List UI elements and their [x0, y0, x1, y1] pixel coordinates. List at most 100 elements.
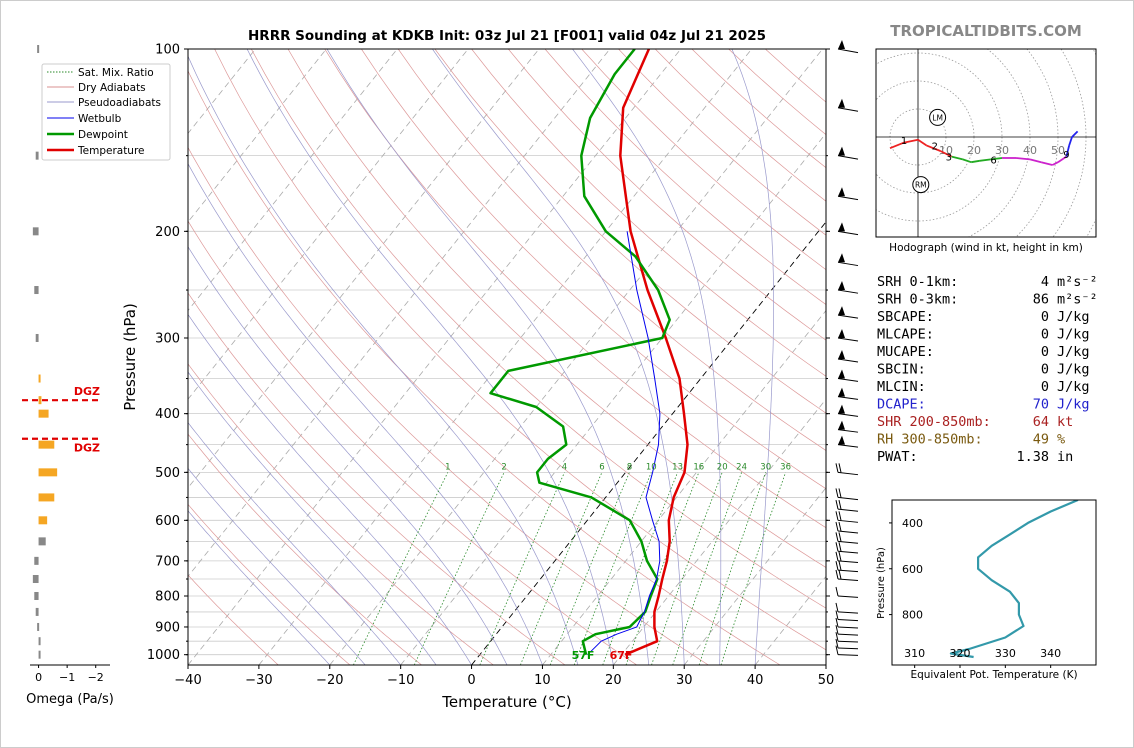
- barb-staff: [837, 647, 859, 650]
- surface-temperature-label: 67F: [610, 649, 633, 662]
- wind-barb: [835, 638, 859, 650]
- omega-bar: [32, 575, 39, 584]
- omega-xlabel: Omega (Pa/s): [26, 692, 114, 707]
- mixing-ratio-line: [698, 472, 767, 665]
- surface-dewpoint-label: 57F: [572, 649, 595, 662]
- barb-feather: [838, 551, 842, 561]
- barb-feather: [838, 532, 842, 542]
- mixing-ratio-line: [413, 472, 505, 665]
- dry-adiabat: [188, 363, 494, 665]
- barb-flag: [838, 40, 845, 49]
- indices-table: SRH 0-1km: 4 m²s⁻² SRH 0-3km: 86 m²s⁻² SBCAPE:…: [877, 274, 1098, 465]
- dgz-label-top: DGZ: [74, 385, 100, 398]
- skewt-xlabel: Temperature (°C): [441, 693, 571, 711]
- barb-staff: [837, 413, 859, 417]
- barb-flag: [838, 369, 845, 379]
- isotherm-line: [188, 49, 611, 578]
- barb-staff: [837, 519, 859, 523]
- barb-feather: [835, 488, 839, 498]
- hodograph-height-label: 9: [1063, 150, 1069, 161]
- dry-adiabat: [434, 49, 826, 414]
- omega-bar: [35, 333, 39, 342]
- omega-bar: [38, 409, 49, 418]
- pseudoadiabat: [326, 49, 650, 665]
- theta-e-ytick-label: 600: [902, 563, 923, 576]
- dry-adiabat: [361, 49, 826, 490]
- ytick-label: 700: [155, 554, 180, 569]
- xtick-label: 0: [467, 673, 475, 688]
- barb-staff: [837, 560, 859, 564]
- wind-barb: [835, 645, 859, 656]
- theta-e-plot: [949, 500, 1079, 659]
- barb-feather: [835, 625, 839, 635]
- wind-barb: [835, 586, 859, 598]
- dry-adiabat: [188, 70, 781, 665]
- dry-adiabat: [188, 574, 279, 665]
- omega-bar: [34, 286, 39, 295]
- xtick-label: 40: [747, 673, 764, 688]
- ytick-label: 100: [155, 43, 180, 58]
- mixing-ratio-line: [672, 472, 742, 665]
- index-label: SBCAPE:: [877, 309, 934, 325]
- skewt-title: HRRR Sounding at KDKB Init: 03z Jul 21 […: [248, 28, 766, 44]
- storm-motion-label: LM: [932, 113, 943, 122]
- ytick-label: 200: [155, 225, 180, 240]
- wind-barb: [835, 463, 859, 476]
- mixing-ratio-label: 2: [501, 462, 506, 472]
- barb-feather: [835, 463, 839, 473]
- omega-bar: [37, 45, 40, 53]
- hodograph-height-label: 2: [932, 141, 938, 152]
- index-value: 64: [1033, 414, 1049, 430]
- index-value: 86: [1033, 292, 1049, 308]
- xtick-label: 20: [605, 673, 622, 688]
- theta-e-frame: [891, 499, 1097, 666]
- skewt-legend: Sat. Mix. Ratio Dry Adiabats Pseudoadiab…: [41, 63, 171, 161]
- barb-staff: [837, 654, 859, 656]
- index-unit: J/kg: [1057, 327, 1090, 343]
- legend-label-dry: Dry Adiabats: [78, 82, 146, 94]
- hodograph-segment: [979, 158, 991, 162]
- index-unit: kt: [1057, 414, 1073, 430]
- barb-feather: [838, 511, 842, 521]
- barb-staff: [837, 569, 859, 573]
- omega-tick-label: 0: [35, 671, 42, 684]
- index-unit: m²s⁻²: [1057, 292, 1098, 308]
- omega-tick-label: −2: [88, 671, 104, 684]
- barb-feather: [835, 586, 839, 597]
- mixing-ratio-label: 20: [717, 462, 728, 472]
- wind-barb: [835, 610, 859, 622]
- barb-staff: [837, 195, 859, 201]
- omega-panel: DGZ DGZ 0 −1 −2: [22, 45, 110, 684]
- hodograph-height-label: 1: [901, 136, 907, 147]
- barb-feather: [835, 500, 839, 510]
- storm-motion-marker: [929, 108, 947, 126]
- wind-barb: [835, 511, 859, 523]
- index-unit: J/kg: [1057, 362, 1090, 378]
- ytick-label: 1000: [147, 648, 180, 663]
- barb-feather: [838, 569, 842, 580]
- barb-staff: [837, 358, 859, 363]
- barb-feather: [838, 560, 842, 571]
- skewt-background-lines: [188, 49, 826, 665]
- series-temperature: [619, 49, 689, 656]
- ytick-label: 900: [155, 620, 180, 635]
- dry-adiabat: [188, 292, 566, 665]
- wind-barb: [837, 387, 859, 400]
- omega-bar: [35, 151, 39, 160]
- xtick-label: 50: [818, 673, 835, 688]
- theta-e-xtick-label: 320: [950, 647, 971, 660]
- barb-feather: [835, 551, 839, 561]
- omega-bar: [34, 591, 39, 600]
- mixing-ratio-label: 36: [780, 462, 791, 472]
- barb-staff: [837, 530, 859, 534]
- index-value: 4: [1041, 274, 1049, 290]
- hodograph-height-label: 3: [946, 153, 952, 164]
- barb-feather: [835, 511, 839, 521]
- barb-feather: [835, 521, 839, 532]
- dry-adiabat: [471, 49, 826, 377]
- isotherm-line: [471, 221, 826, 665]
- barb-staff: [837, 444, 859, 448]
- barb-feather: [835, 632, 839, 642]
- index-value: 0: [1041, 379, 1049, 395]
- theta-e-ytick-label: 800: [902, 609, 923, 622]
